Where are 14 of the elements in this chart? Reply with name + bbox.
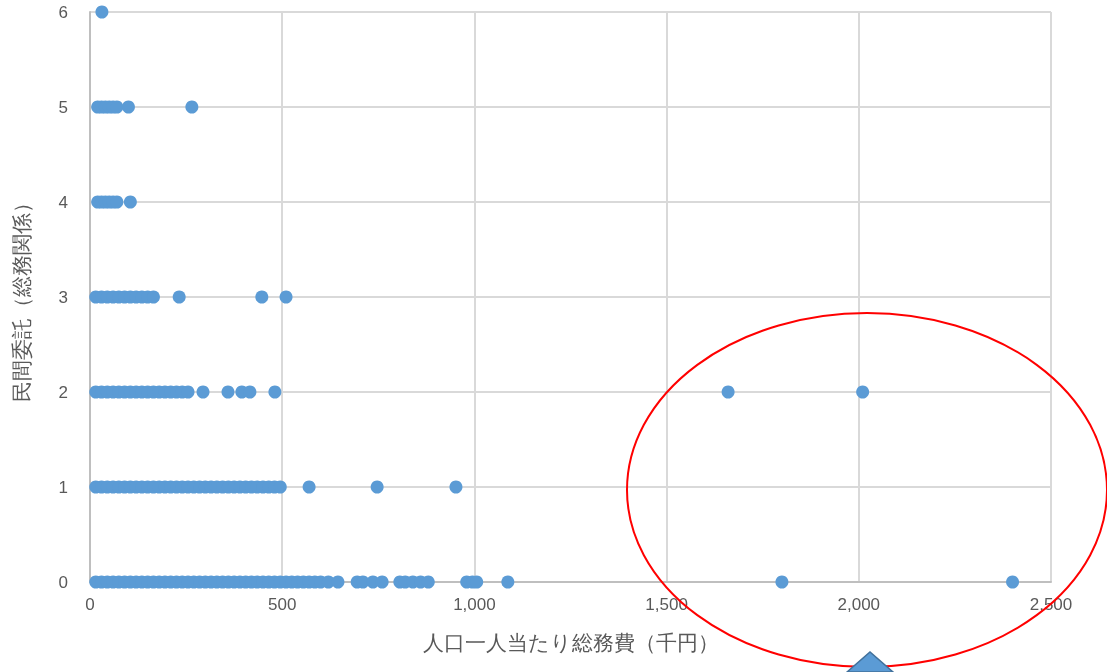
x-tick-label: 1,500 [645, 595, 688, 614]
y-tick-label: 2 [58, 382, 68, 402]
x-tick-label: 0 [85, 595, 95, 614]
y-tick-label: 5 [58, 97, 68, 117]
y-axis-title: 民間委託（総務関係） [10, 192, 33, 402]
x-tick-label: 2,000 [837, 595, 881, 614]
y-tick-label: 3 [58, 287, 68, 307]
x-tick-label: 1,000 [453, 595, 496, 614]
y-tick-label: 4 [58, 192, 68, 212]
y-tick-label: 1 [58, 477, 68, 497]
x-tick-label: 500 [268, 595, 297, 614]
y-tick-label: 6 [58, 2, 68, 22]
x-axis-title: 人口一人当たり総務費（千円） [422, 631, 719, 654]
y-tick-label: 0 [58, 572, 68, 592]
